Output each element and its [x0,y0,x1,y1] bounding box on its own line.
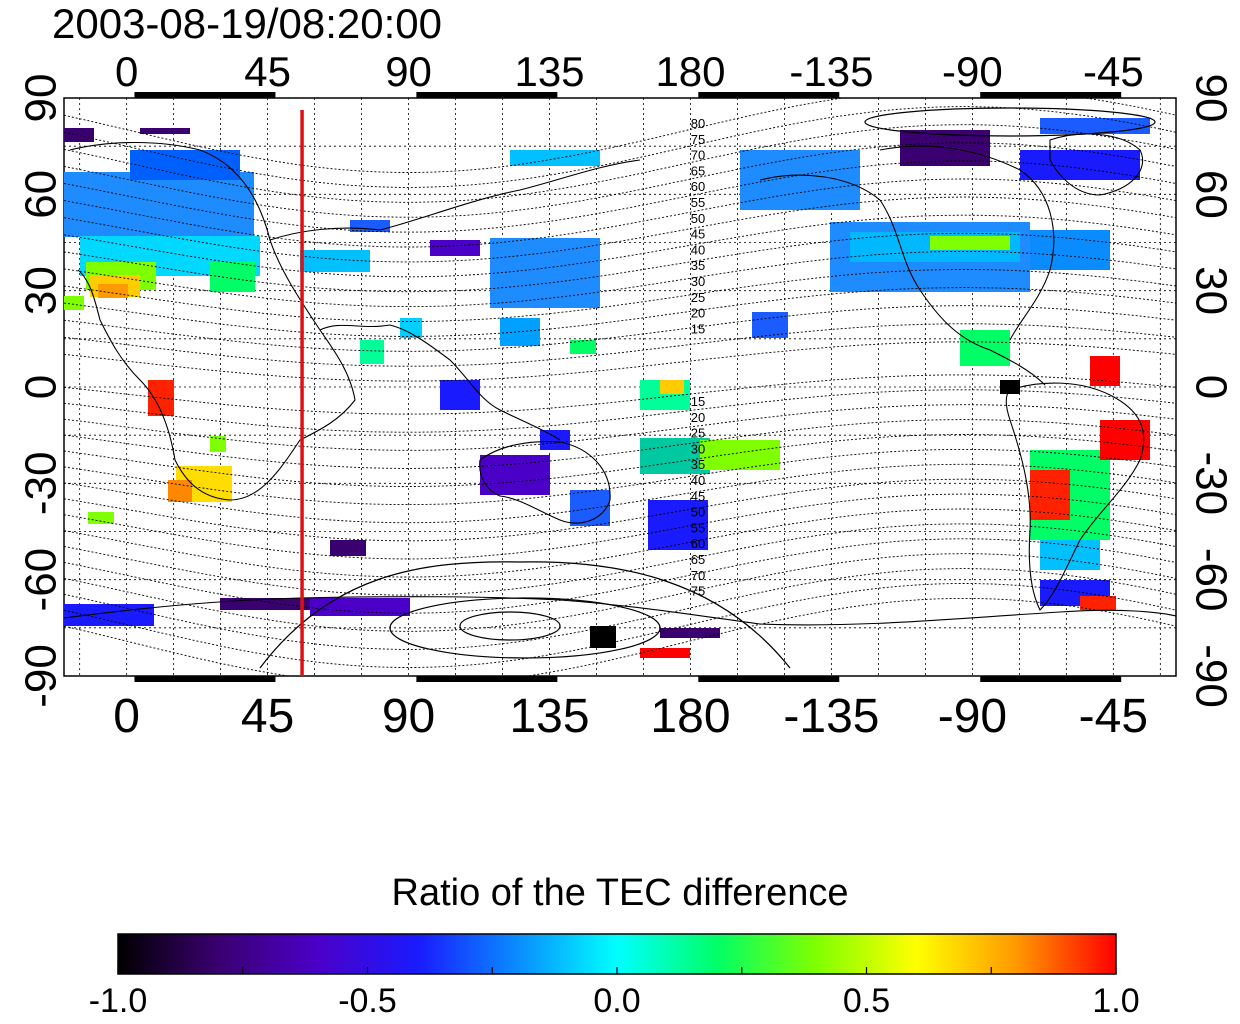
contour-label: 40 [691,473,705,488]
contour-labels: 8075706560555045403530252015152025303540… [691,116,705,599]
left-lat-label: 30 [17,266,66,315]
top-lon-label: 180 [655,48,725,95]
left-lat-label: 60 [17,170,66,219]
top-lon-label: 0 [115,48,138,95]
colorbar-tick-label: -1.0 [88,982,148,1020]
contour-label: 70 [691,148,705,163]
contour-label: 80 [691,116,705,131]
contour-label: 70 [691,568,705,583]
contour-label: 35 [691,457,705,472]
frame-tick-bars [134,92,1122,682]
top-tick-bar [416,92,558,98]
bottom-tick-bar [134,676,276,682]
right-lat-label: 90 [1186,74,1235,123]
contour-label: 45 [691,489,705,504]
colorbar-tick-label: -0.5 [338,982,397,1020]
right-lat-label: -60 [1186,548,1235,612]
contour-label: 65 [691,552,705,567]
contour-label: 35 [691,258,705,273]
top-lon-label: -90 [942,48,1003,95]
right-lat-label: 0 [1186,375,1235,399]
contour-label: 45 [691,227,705,242]
contour-label: 50 [691,211,705,226]
top-tick-bar [980,92,1122,98]
top-lon-label: 45 [244,48,291,95]
contour-label: 40 [691,242,705,257]
left-lat-label: -60 [17,548,66,612]
right-lat-label: -90 [1186,644,1235,708]
bottom-lon-label: 90 [382,690,435,743]
top-lon-label: -135 [789,48,873,95]
contour-label: 75 [691,132,705,147]
bottom-tick-bar [980,676,1122,682]
left-lat-label: 90 [17,74,66,123]
right-lat-label: 60 [1186,170,1235,219]
map-title: 2003-08-19/08:20:00 [52,0,442,47]
bottom-tick-bar [698,676,840,682]
contour-label: 55 [691,520,705,535]
contour-label: 25 [691,426,705,441]
bottom-lon-label: -45 [1079,690,1148,743]
top-tick-bar [134,92,276,98]
contour-label: 60 [691,536,705,551]
contour-label: 15 [691,394,705,409]
contour-label: 20 [691,410,705,425]
colorbar-tick-label: 0.0 [593,982,641,1020]
top-tick-bar [698,92,840,98]
colorbar-tick-label: 0.5 [842,982,891,1020]
bottom-lon-label: 45 [241,690,294,743]
left-lat-label: -30 [17,452,66,516]
coastlines [64,133,1176,626]
right-lat-label: -30 [1186,452,1235,516]
bottom-tick-bar [416,676,558,682]
colorbar-tick-label: 1.0 [1092,982,1140,1020]
tec-ratio-patches [64,118,1150,658]
contour-label: 55 [691,195,705,210]
colorbar-ticks [117,967,1117,974]
right-lat-label: 30 [1186,266,1235,315]
contour-label: 30 [691,441,705,456]
contour-label: 25 [691,290,705,305]
contour-label: 50 [691,505,705,520]
colorbar-title: Ratio of the TEC difference [391,872,849,914]
left-lat-label: 0 [17,375,66,399]
contour-label: 75 [691,584,705,599]
bottom-lon-label: -90 [938,690,1007,743]
bottom-lon-label: -135 [783,690,879,743]
contour-label: 20 [691,306,705,321]
bottom-lon-label: 180 [650,690,730,743]
contour-label: 15 [691,321,705,336]
left-lat-label: -90 [17,644,66,708]
top-lon-label: -45 [1083,48,1144,95]
magnetic-latitude-contours [64,98,1176,676]
bottom-lon-label: 0 [113,690,140,743]
top-lon-label: 90 [385,48,432,95]
bottom-lon-label: 135 [509,690,589,743]
axis-tick-labels: 0045459090135135180180-135-135-90-90-45-… [17,48,1236,743]
contour-label: 30 [691,274,705,289]
contour-label: 65 [691,163,705,178]
top-lon-label: 135 [514,48,584,95]
contour-label: 60 [691,179,705,194]
